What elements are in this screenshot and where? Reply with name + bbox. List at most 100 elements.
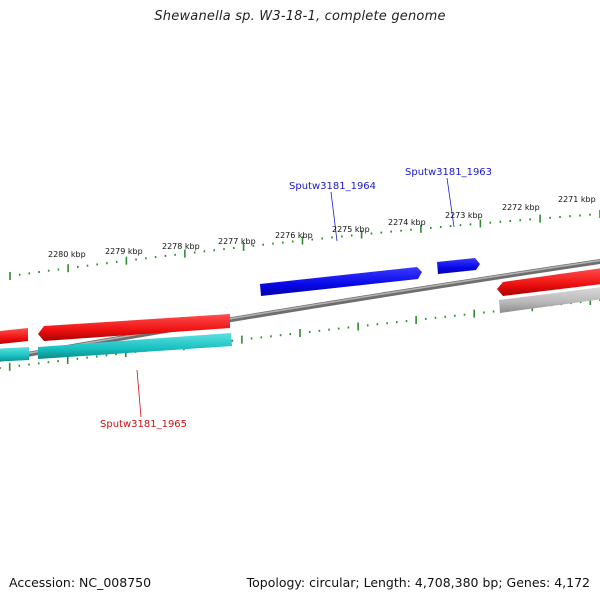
- scale-minor-tick: [439, 226, 442, 228]
- scale-minor-tick: [213, 249, 215, 252]
- outer-scale-track: [9, 210, 600, 280]
- scale-minor-tick: [483, 311, 485, 314]
- scale-minor-tick: [492, 310, 495, 313]
- kbp-label: 2273 kbp: [445, 211, 483, 220]
- reverse-cds-right[interactable]: [497, 267, 600, 296]
- gene-label-sputw3181-1964[interactable]: Sputw3181_1964: [289, 181, 376, 192]
- gene-label-sputw3181-1965[interactable]: Sputw3181_1965: [100, 419, 187, 430]
- scale-minor-tick: [380, 231, 383, 234]
- scale-major-tick: [184, 249, 186, 258]
- scale-minor-tick: [396, 321, 398, 324]
- reverse-rna-left-edge: [0, 347, 29, 362]
- scale-minor-tick: [135, 258, 137, 261]
- scale-minor-tick: [366, 324, 369, 327]
- scale-minor-tick: [289, 333, 292, 336]
- callout-line-1963: [446, 177, 455, 228]
- kbp-label: 2277 kbp: [218, 237, 256, 246]
- reverse-pseudo-right: [499, 287, 600, 313]
- scale-major-tick: [8, 362, 11, 371]
- scale-minor-tick: [569, 215, 571, 218]
- callout-line-1965: [136, 369, 142, 418]
- kbp-label: 2276 kbp: [275, 231, 313, 240]
- scale-minor-tick: [86, 264, 89, 267]
- kbp-label: 2272 kbp: [502, 203, 540, 212]
- scale-major-tick: [415, 316, 417, 324]
- scale-minor-tick: [308, 330, 311, 333]
- scale-minor-tick: [579, 301, 582, 304]
- kbp-label: 2279 kbp: [105, 247, 143, 256]
- scale-major-tick: [301, 236, 304, 245]
- scale-minor-tick: [434, 316, 437, 319]
- scale-minor-tick: [337, 327, 340, 330]
- scale-major-tick: [67, 264, 69, 273]
- scale-major-tick: [479, 219, 482, 228]
- scale-minor-tick: [282, 241, 284, 244]
- kbp-label: 2271 kbp: [558, 195, 596, 204]
- scale-minor-tick: [77, 265, 79, 268]
- scale-minor-tick: [164, 254, 167, 257]
- scale-minor-tick: [262, 243, 264, 246]
- scale-minor-tick: [106, 262, 108, 265]
- scale-minor-tick: [37, 362, 40, 365]
- scale-minor-tick: [463, 313, 466, 316]
- scale-minor-tick: [28, 272, 31, 275]
- kbp-label: 2278 kbp: [162, 242, 200, 251]
- scale-major-tick: [9, 272, 11, 280]
- scale-minor-tick: [47, 361, 50, 364]
- scale-minor-tick: [370, 232, 373, 235]
- scale-minor-tick: [18, 364, 21, 367]
- scale-minor-tick: [18, 273, 21, 276]
- scale-minor-tick: [459, 224, 462, 227]
- scale-minor-tick: [57, 360, 59, 363]
- callout-line-1964: [330, 191, 338, 242]
- scale-minor-tick: [405, 320, 408, 323]
- gene-label-sputw3181-1963[interactable]: Sputw3181_1963: [405, 167, 492, 178]
- scale-minor-tick: [86, 356, 88, 359]
- kbp-label: 2275 kbp: [332, 225, 370, 234]
- forward-cds-sputw3181-1964[interactable]: [260, 267, 422, 296]
- scale-major-tick: [539, 214, 541, 223]
- scale-minor-tick: [47, 269, 50, 272]
- scale-minor-tick: [347, 326, 350, 329]
- scale-minor-tick: [579, 214, 581, 217]
- scale-minor-tick: [154, 256, 157, 259]
- scale-minor-tick: [105, 354, 108, 357]
- scale-minor-tick: [390, 230, 392, 233]
- scale-minor-tick: [589, 213, 591, 216]
- reverse-cds-sputw3181-1965[interactable]: [38, 314, 230, 341]
- scale-minor-tick: [270, 335, 272, 338]
- scale-minor-tick: [444, 315, 446, 318]
- scale-minor-tick: [28, 363, 30, 366]
- scale-minor-tick: [0, 367, 1, 369]
- scale-minor-tick: [549, 216, 551, 219]
- scale-major-tick: [357, 322, 359, 331]
- scale-minor-tick: [96, 355, 98, 358]
- scale-minor-tick: [250, 337, 253, 340]
- scale-major-tick: [125, 256, 128, 265]
- scale-minor-tick: [489, 221, 492, 224]
- scale-minor-tick: [331, 236, 333, 239]
- scale-minor-tick: [454, 314, 456, 317]
- scale-minor-tick: [529, 218, 531, 221]
- scale-minor-tick: [509, 220, 511, 222]
- scale-minor-tick: [321, 237, 323, 240]
- scale-major-tick: [241, 335, 243, 344]
- reverse-cds-left-edge[interactable]: [0, 328, 28, 345]
- scale-major-tick: [66, 355, 69, 364]
- scale-minor-tick: [519, 219, 521, 222]
- kbp-labels: 2280 kbp 2279 kbp 2278 kbp 2277 kbp 2276…: [48, 195, 596, 259]
- scale-minor-tick: [38, 271, 40, 273]
- scale-minor-tick: [350, 234, 353, 237]
- scale-minor-tick: [430, 226, 432, 229]
- scale-minor-tick: [376, 323, 379, 326]
- scale-minor-tick: [386, 322, 388, 325]
- forward-cds-sputw3181-1963[interactable]: [437, 258, 480, 274]
- scale-minor-tick: [260, 336, 263, 339]
- accession-text: Accession: NC_008750: [9, 575, 152, 590]
- scale-minor-tick: [193, 251, 196, 254]
- scale-minor-tick: [469, 223, 472, 226]
- scale-minor-tick: [449, 225, 452, 228]
- scale-minor-tick: [57, 268, 60, 271]
